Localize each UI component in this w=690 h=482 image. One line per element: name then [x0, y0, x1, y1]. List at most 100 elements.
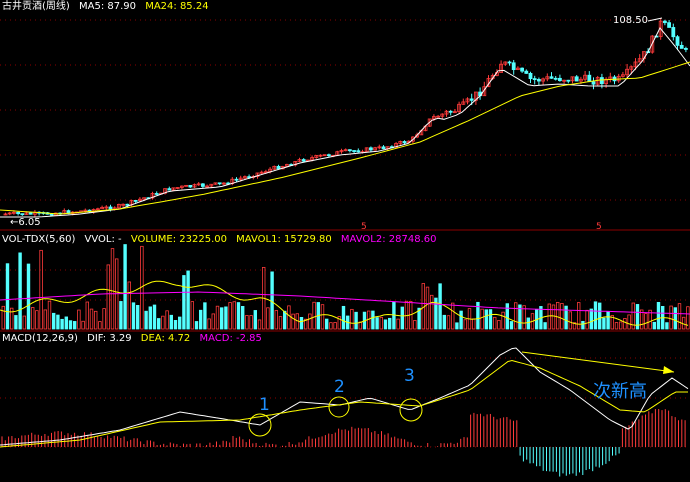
candle-body	[364, 147, 369, 153]
volume-bar	[484, 309, 488, 330]
volume-bar	[644, 313, 648, 330]
candle-body	[7, 212, 12, 215]
volume-bar	[635, 304, 640, 330]
candle-body	[503, 61, 508, 65]
marker-5-right: 5	[596, 222, 602, 232]
volume-bar	[85, 301, 89, 330]
volume-bar	[623, 318, 627, 330]
volume-bar	[81, 320, 85, 330]
volume-bar	[68, 320, 73, 330]
volume-bar	[203, 302, 207, 330]
candle-body	[188, 184, 193, 188]
volume-bar	[648, 309, 652, 330]
stock-title: 古井贡酒(周线)	[2, 1, 70, 12]
candle-body	[347, 149, 352, 152]
candle-body	[431, 116, 436, 120]
volume-bar	[64, 316, 68, 330]
candle-body	[272, 165, 277, 170]
candle-body	[49, 213, 54, 216]
candle-body	[637, 58, 642, 63]
volume-bar	[497, 320, 501, 330]
volume-bar	[446, 315, 451, 330]
volume-bar	[526, 317, 530, 330]
volume-bar	[514, 302, 518, 330]
volume-bar	[249, 315, 253, 330]
candle-body	[297, 159, 302, 162]
volume-bar	[190, 301, 194, 330]
candle-body	[524, 70, 529, 74]
candle-body	[436, 115, 441, 118]
dea-line	[0, 359, 688, 448]
candle-body	[570, 76, 575, 82]
candle-body	[179, 185, 184, 188]
candle-body	[465, 98, 470, 103]
volume-bar	[110, 248, 115, 330]
volume-bar	[383, 319, 388, 330]
volume-bar	[518, 304, 522, 330]
dea-readout: DEA: 4.72	[140, 333, 191, 344]
volume-bar	[556, 302, 560, 330]
volume-bar	[677, 303, 682, 330]
volume-bar	[669, 305, 673, 330]
candle-body	[562, 79, 566, 82]
volume-bar	[94, 310, 98, 330]
candle-body	[352, 150, 357, 152]
annotation-number-2: 2	[334, 377, 345, 397]
candle-body	[263, 171, 268, 174]
sub-new-high-note: 次新高	[593, 381, 647, 402]
volume-bar	[22, 315, 26, 330]
volume-bar	[266, 307, 270, 330]
volume-bar	[165, 310, 169, 330]
annotation-circle-3	[399, 398, 423, 422]
volume-bar	[186, 270, 190, 330]
volume-bar	[619, 321, 623, 330]
volume-bar	[198, 309, 203, 330]
candle-body	[133, 200, 138, 202]
candle-body	[667, 22, 671, 28]
candle-body	[121, 203, 125, 206]
candle-body	[427, 118, 432, 127]
candle-body	[448, 110, 453, 113]
ma24-readout: MA24: 85.24	[145, 1, 209, 12]
candle-body	[276, 165, 281, 170]
candle-body	[532, 78, 537, 81]
candle-body	[549, 76, 554, 79]
volume-bar	[505, 303, 509, 330]
low-price-value: 6.05	[18, 217, 41, 228]
candle-body	[469, 98, 474, 101]
volume-bar	[77, 309, 81, 330]
candle-body	[650, 35, 655, 53]
volume-bar	[341, 305, 346, 330]
candle-body	[675, 36, 680, 46]
low-price-label: ←6.05	[10, 217, 41, 228]
divergence-arrow-line	[521, 351, 675, 373]
volume-bar	[287, 305, 291, 330]
volume-bar	[89, 308, 94, 330]
annotation-number-3: 3	[404, 366, 415, 386]
volume-bar	[417, 307, 421, 330]
volume-bar	[106, 264, 110, 330]
candle-body	[528, 72, 533, 80]
candle-body	[587, 74, 592, 83]
candle-body	[96, 208, 100, 211]
volume-bar	[56, 314, 60, 330]
candle-body	[398, 141, 403, 144]
volume-bar	[270, 271, 274, 330]
candle-body	[167, 188, 172, 191]
candle-body	[150, 193, 155, 199]
price-panel-header: 古井贡酒(周线) MA5: 87.90 MA24: 85.24	[2, 1, 215, 13]
volume-bar	[35, 310, 39, 330]
divergence-arrowhead	[663, 366, 674, 374]
candle-body	[629, 66, 634, 70]
volume-bar	[673, 307, 677, 330]
volume-bar	[14, 315, 18, 330]
candle-body	[343, 149, 348, 152]
volume-bar	[682, 316, 686, 330]
volume-bar	[568, 311, 572, 330]
candle-body	[457, 103, 462, 113]
volume-bar	[291, 313, 295, 330]
candle-body	[154, 193, 159, 195]
candle-body	[221, 182, 226, 185]
volume-bar	[1, 305, 5, 330]
